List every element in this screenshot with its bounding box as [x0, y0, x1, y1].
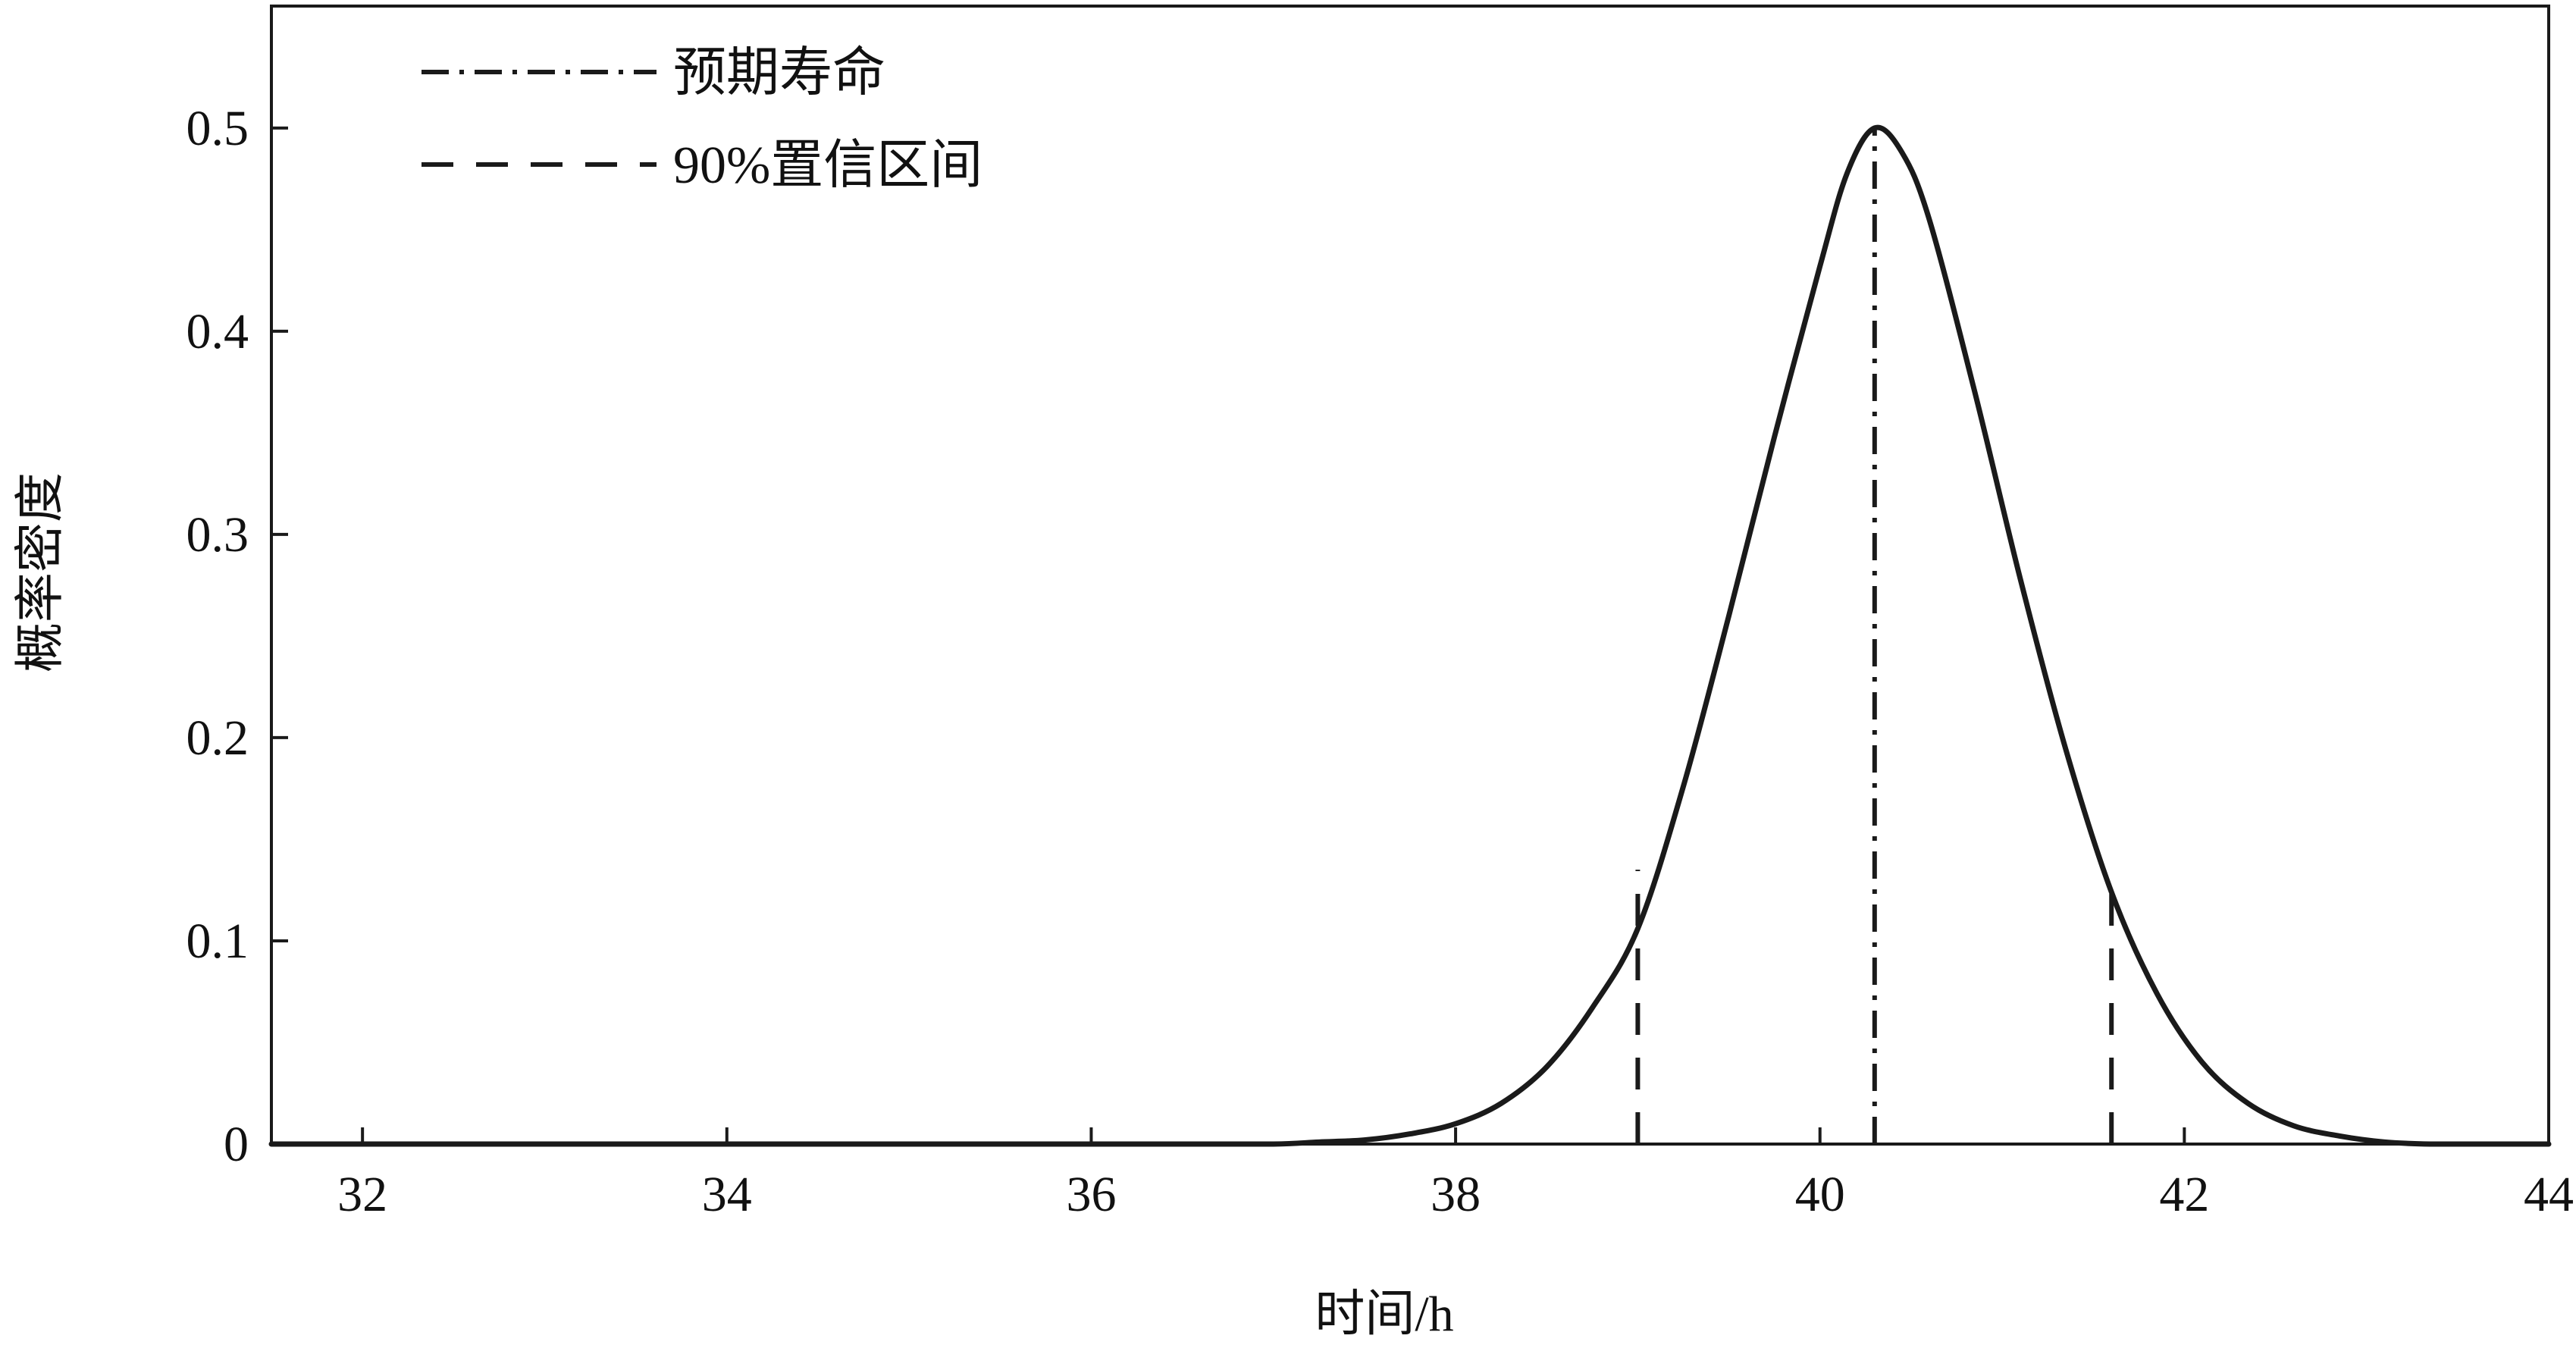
y-tick-label-0.3: 0.3 — [186, 507, 249, 563]
density-curve-0 — [268, 124, 2552, 1147]
y-axis-label: 概率密度 — [13, 472, 68, 672]
x-tick-label-38: 38 — [1431, 1167, 1481, 1222]
legend-label-1: 90%置信区间 — [673, 136, 982, 195]
plot-border — [270, 5, 2550, 1146]
x-tick-label-44: 44 — [2524, 1167, 2574, 1222]
x-tick-label-42: 42 — [2159, 1167, 2209, 1222]
axis-ticks: 32 34 36 38 40 42 44 0 0.1 0.2 0.3 0.4 0.5 — [186, 101, 2574, 1222]
chart-marks — [268, 124, 2552, 1147]
x-tick-label-36: 36 — [1066, 1167, 1116, 1222]
y-tick-label-0.2: 0.2 — [186, 710, 249, 766]
y-tick-label-0.5: 0.5 — [186, 101, 249, 156]
x-tick-label-32: 32 — [337, 1167, 387, 1222]
legend: 预期寿命 90%置信区间 — [421, 44, 982, 195]
legend-label-0: 预期寿命 — [673, 44, 885, 102]
x-axis-label: 时间/h — [1315, 1287, 1453, 1342]
y-tick-label-0.1: 0.1 — [186, 914, 249, 969]
x-tick-label-34: 34 — [702, 1167, 752, 1222]
plot-frame — [270, 5, 2550, 1146]
y-tick-label-0: 0 — [224, 1117, 249, 1172]
y-tick-label-0.4: 0.4 — [186, 304, 249, 359]
x-tick-label-40: 40 — [1795, 1167, 1845, 1222]
